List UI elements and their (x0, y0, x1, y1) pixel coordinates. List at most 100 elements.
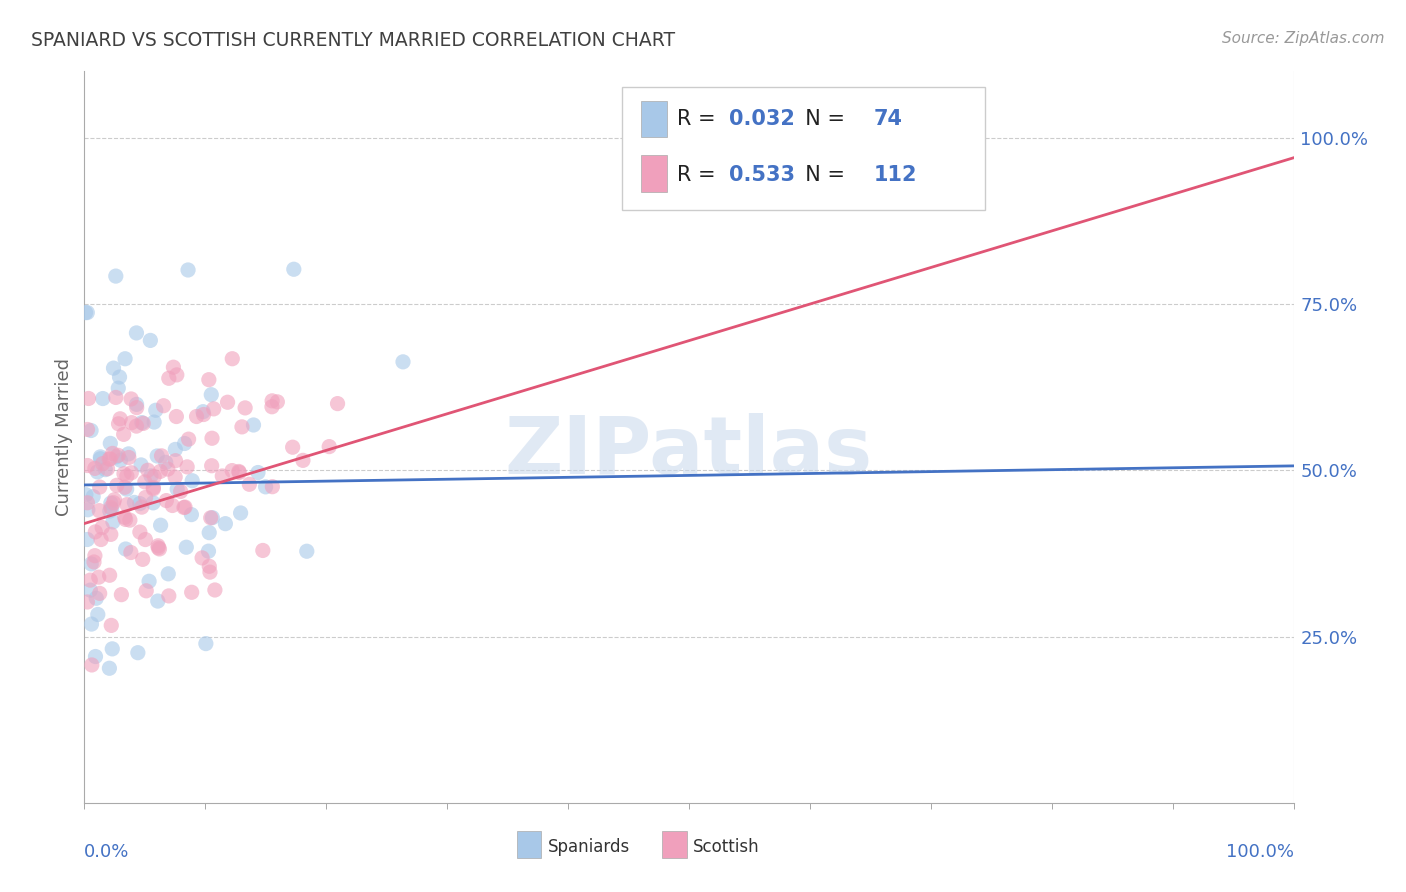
Point (136, 463, 159, 477)
Point (100, 527, 122, 541)
Point (107, 381, 129, 395)
Text: 112: 112 (875, 165, 918, 185)
Point (262, 480, 284, 494)
Point (181, 474, 204, 488)
Point (87, 570, 110, 584)
Point (165, 470, 187, 484)
Point (131, 500, 153, 515)
Point (118, 513, 141, 527)
Point (76, 502, 98, 516)
Point (89, 451, 111, 466)
Point (148, 541, 170, 555)
Point (120, 392, 142, 406)
Point (155, 455, 177, 469)
Point (146, 449, 169, 463)
Point (90, 533, 112, 547)
Point (86, 465, 108, 479)
Point (149, 518, 172, 533)
Point (103, 492, 125, 507)
Text: Spaniards: Spaniards (547, 838, 630, 855)
Point (200, 387, 222, 401)
Point (84, 649, 107, 664)
Point (83, 461, 105, 475)
Point (91, 520, 114, 534)
Point (75, 305, 97, 319)
FancyBboxPatch shape (641, 101, 668, 137)
Point (128, 497, 150, 511)
Point (91, 457, 114, 471)
Point (152, 399, 174, 413)
Point (89, 586, 111, 600)
Point (143, 469, 166, 483)
Point (193, 408, 215, 422)
Point (132, 417, 155, 431)
Point (80, 557, 103, 571)
Point (79, 583, 101, 598)
Point (217, 395, 239, 409)
Point (252, 543, 274, 558)
Point (76, 496, 98, 510)
Point (392, 355, 415, 369)
Point (115, 498, 138, 512)
Point (94, 462, 117, 476)
Point (204, 582, 226, 597)
Point (96, 461, 118, 475)
Point (318, 440, 340, 454)
Point (105, 450, 128, 464)
Point (114, 480, 136, 494)
Point (131, 416, 153, 430)
Point (150, 449, 173, 463)
Point (128, 524, 150, 539)
Text: Scottish: Scottish (693, 838, 759, 855)
Point (87, 607, 110, 622)
Point (131, 552, 153, 566)
Point (104, 269, 127, 284)
Point (197, 544, 219, 558)
Point (177, 263, 200, 277)
Point (115, 469, 138, 483)
Point (100, 618, 122, 632)
Point (127, 646, 149, 660)
Point (176, 540, 198, 554)
Point (125, 397, 148, 411)
Point (242, 417, 264, 432)
Point (165, 409, 187, 424)
Point (112, 467, 135, 481)
Point (98, 504, 121, 518)
Point (98, 451, 121, 466)
Point (107, 417, 129, 431)
Point (146, 539, 169, 553)
Point (125, 419, 148, 434)
Point (134, 475, 156, 489)
Text: N =: N = (792, 110, 852, 129)
Point (246, 466, 269, 480)
Point (139, 468, 162, 483)
Point (139, 334, 162, 348)
Point (148, 541, 170, 556)
Point (98, 568, 121, 582)
Point (254, 480, 277, 494)
Point (103, 361, 125, 376)
Point (221, 351, 243, 366)
Text: 0.032: 0.032 (728, 110, 794, 129)
FancyBboxPatch shape (517, 831, 541, 858)
Point (101, 501, 124, 516)
Point (83, 555, 105, 569)
Point (166, 368, 188, 382)
Point (118, 450, 141, 465)
Point (91, 392, 114, 406)
Point (260, 400, 283, 414)
Point (142, 482, 165, 496)
Point (76, 305, 98, 319)
Point (143, 415, 166, 429)
Point (180, 508, 202, 522)
Point (156, 462, 179, 476)
Point (177, 432, 200, 446)
Point (80, 424, 103, 438)
Point (117, 447, 139, 461)
Point (134, 533, 156, 547)
Text: R =: R = (676, 110, 723, 129)
Point (283, 262, 305, 277)
Point (114, 541, 136, 556)
Point (84, 524, 107, 539)
